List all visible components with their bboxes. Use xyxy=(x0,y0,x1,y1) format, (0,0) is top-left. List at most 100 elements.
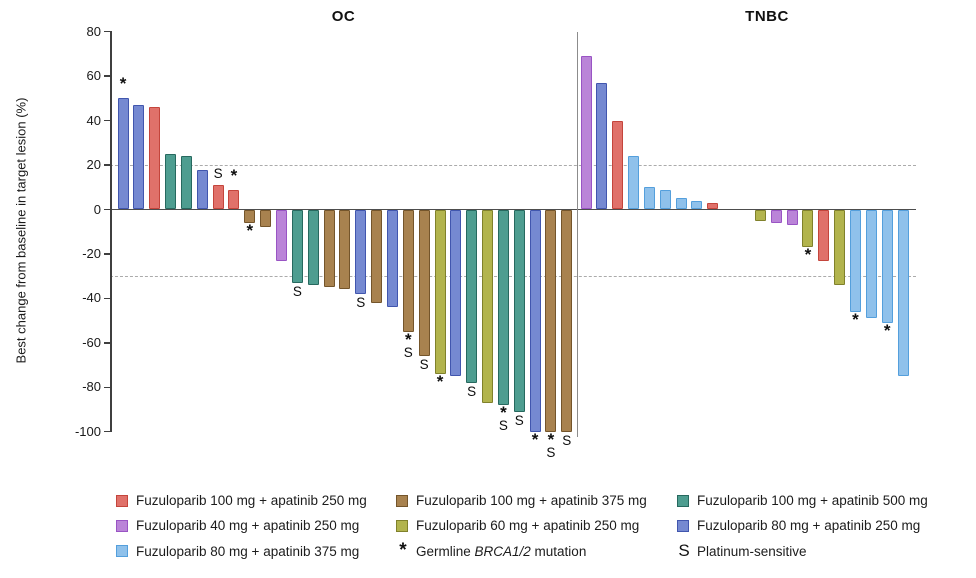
brca-mutation-marker: * xyxy=(531,429,539,449)
bar xyxy=(545,209,557,432)
platinum-sensitive-marker: S xyxy=(213,166,223,182)
bar xyxy=(612,120,624,210)
legend-swatch xyxy=(396,519,408,532)
bar xyxy=(117,98,129,210)
bar xyxy=(276,209,287,261)
bar-annotation: * xyxy=(219,167,249,184)
bar xyxy=(434,209,446,374)
legend-item: Fuzuloparib 100 mg + apatinib 250 mg xyxy=(116,488,367,513)
platinum-sensitive-marker: S xyxy=(467,383,477,399)
legend-item: Fuzuloparib 80 mg + apatinib 375 mg xyxy=(116,539,367,564)
legend-swatch xyxy=(677,494,689,507)
y-axis-line xyxy=(110,31,112,432)
platinum-sensitive-marker: S xyxy=(546,444,556,460)
bar xyxy=(529,209,541,432)
legend-swatch xyxy=(396,494,408,507)
legend-swatch xyxy=(116,519,128,532)
bar xyxy=(466,209,478,383)
bar xyxy=(596,82,608,210)
legend-label: Fuzuloparib 80 mg + apatinib 375 mg xyxy=(136,543,360,559)
bar xyxy=(691,200,703,210)
legend-swatch xyxy=(116,545,128,558)
y-tick-label: 40 xyxy=(86,112,101,128)
bar xyxy=(355,209,367,294)
bar xyxy=(244,209,256,223)
panel-separator-line xyxy=(577,32,579,437)
bar xyxy=(786,209,798,226)
bar xyxy=(149,107,161,210)
panel-title-tnbc: TNBC xyxy=(745,8,789,25)
bar xyxy=(371,209,383,303)
platinum-sensitive-marker: S xyxy=(403,344,413,360)
bar xyxy=(513,209,525,412)
bar xyxy=(754,209,766,221)
platinum-sensitive-marker: S xyxy=(419,357,429,373)
y-tick-label: -60 xyxy=(82,334,101,350)
bar-annotation: * xyxy=(872,322,902,339)
bar xyxy=(482,209,494,403)
platinum-sensitive-marker: S xyxy=(514,412,524,428)
legend-column: Fuzuloparib 100 mg + apatinib 250 mg Fuzu… xyxy=(116,488,367,564)
legend-swatch xyxy=(677,519,689,532)
asterisk-symbol: * xyxy=(399,540,407,562)
y-tick-label: -80 xyxy=(82,379,101,395)
bar-annotation: S xyxy=(457,383,487,399)
legend-item: Fuzuloparib 80 mg + apatinib 250 mg xyxy=(677,513,928,538)
bar xyxy=(212,185,224,210)
bar xyxy=(323,209,335,288)
bar xyxy=(497,209,509,406)
bar xyxy=(770,209,782,223)
brca-mutation-marker: * xyxy=(436,371,444,391)
bar xyxy=(643,187,655,210)
brca-mutation-marker: * xyxy=(404,329,412,349)
legend-label: Germline BRCA1/2 mutation xyxy=(416,543,587,559)
bar-annotation: * S xyxy=(536,429,566,460)
platinum-sensitive-marker: S xyxy=(498,418,508,434)
bar-annotation: S xyxy=(346,295,376,310)
y-tick-label: -40 xyxy=(82,290,101,306)
legend-item: Fuzuloparib 100 mg + apatinib 500 mg xyxy=(677,488,928,513)
legend-label: Platinum-sensitive xyxy=(697,543,807,559)
y-axis-tick xyxy=(104,75,110,77)
chart-legend: Fuzuloparib 100 mg + apatinib 250 mg Fuzu… xyxy=(0,488,976,568)
bar xyxy=(834,209,846,286)
bar xyxy=(165,153,177,210)
bar xyxy=(897,209,909,377)
bar xyxy=(628,156,640,210)
bar xyxy=(802,209,814,248)
y-axis-tick xyxy=(104,253,110,255)
bar xyxy=(133,105,145,210)
bar xyxy=(818,209,830,261)
bar xyxy=(228,189,240,210)
bar-annotation: * S xyxy=(488,403,518,434)
bar-annotation: S xyxy=(504,412,534,428)
bar xyxy=(849,209,861,312)
bar-annotation: S xyxy=(282,283,312,299)
brca-mutation-marker: * xyxy=(804,245,812,265)
panel-title-oc: OC xyxy=(331,8,356,25)
legend-label: Fuzuloparib 60 mg + apatinib 250 mg xyxy=(416,518,640,534)
y-axis-tick xyxy=(104,164,110,166)
y-axis-tick xyxy=(104,297,110,300)
bar xyxy=(402,209,414,332)
bar-annotation: * xyxy=(840,311,870,328)
legend-column: Fuzuloparib 100 mg + apatinib 500 mg Fuzu… xyxy=(677,488,928,564)
legend-label: Fuzuloparib 100 mg + apatinib 375 mg xyxy=(416,493,647,509)
platinum-sensitive-marker: S xyxy=(292,283,302,299)
bar-annotation: * xyxy=(108,75,138,92)
bar xyxy=(580,56,592,210)
bar-annotation: * xyxy=(235,222,265,239)
legend-label: Fuzuloparib 80 mg + apatinib 250 mg xyxy=(697,518,921,534)
y-tick-label: -20 xyxy=(82,245,101,261)
bar xyxy=(386,209,398,308)
legend-label: Fuzuloparib 100 mg + apatinib 500 mg xyxy=(697,493,928,509)
legend-item: Fuzuloparib 60 mg + apatinib 250 mg xyxy=(396,513,647,538)
brca-mutation-marker: * xyxy=(547,429,555,449)
brca-mutation-marker: * xyxy=(500,403,507,423)
bar xyxy=(675,198,687,210)
y-axis-tick xyxy=(104,342,110,344)
legend-column: Fuzuloparib 100 mg + apatinib 375 mg Fuzu… xyxy=(396,488,647,564)
bar-annotation: S xyxy=(552,433,582,448)
y-axis-tick xyxy=(104,386,110,388)
